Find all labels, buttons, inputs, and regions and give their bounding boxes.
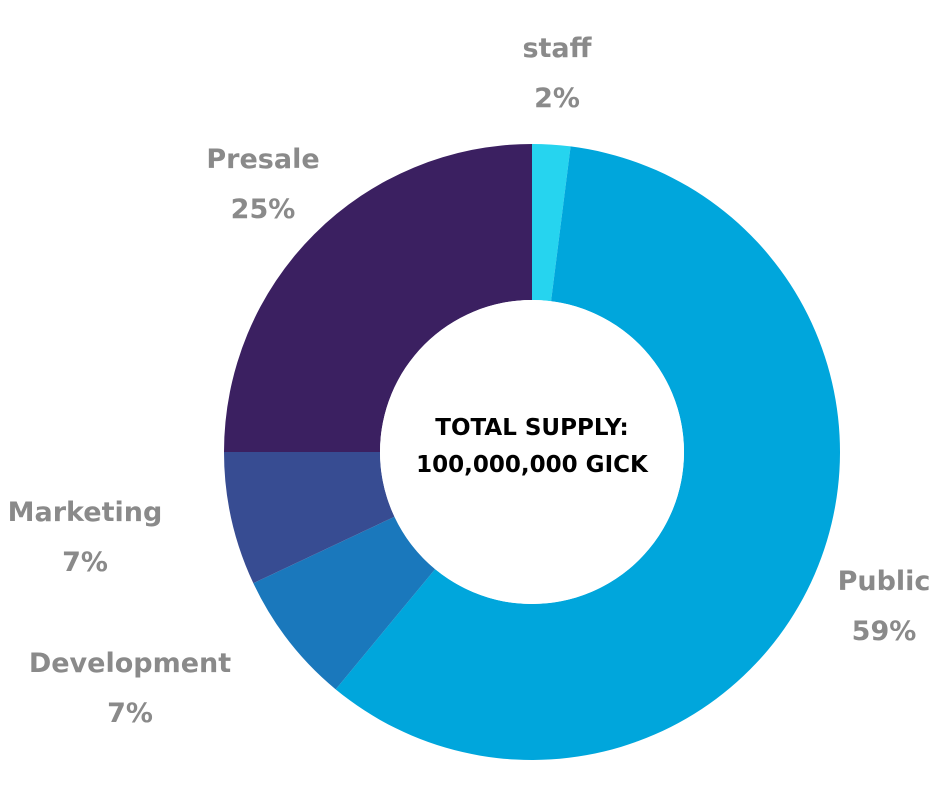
slice-label-public: Public: [838, 566, 931, 597]
slice-value-public: 59%: [852, 616, 917, 647]
slice-presale: [224, 144, 532, 452]
slice-label-presale: Presale: [206, 144, 319, 175]
slice-label-staff: staff: [522, 33, 592, 64]
center-label-line-1: TOTAL SUPPLY:: [435, 415, 629, 441]
slice-value-marketing: 7%: [62, 547, 108, 578]
slice-labels: staff 2% Public 59% Development 7% Marketing 7%…: [8, 33, 931, 729]
slice-marketing: [224, 452, 395, 584]
center-label: TOTAL SUPPLY: 100,000,000 GICK: [416, 415, 649, 478]
slice-label-development: Development: [29, 648, 231, 679]
donut-hole: [380, 300, 684, 604]
donut-slices: [224, 144, 841, 760]
slice-value-development: 7%: [107, 698, 153, 729]
slice-label-marketing: Marketing: [8, 497, 163, 528]
center-label-line-2: 100,000,000 GICK: [416, 452, 649, 478]
slice-value-presale: 25%: [231, 194, 296, 225]
slice-development: [253, 516, 436, 690]
slice-value-staff: 2%: [534, 83, 580, 114]
slice-public: [335, 146, 841, 760]
slice-staff: [532, 144, 571, 302]
